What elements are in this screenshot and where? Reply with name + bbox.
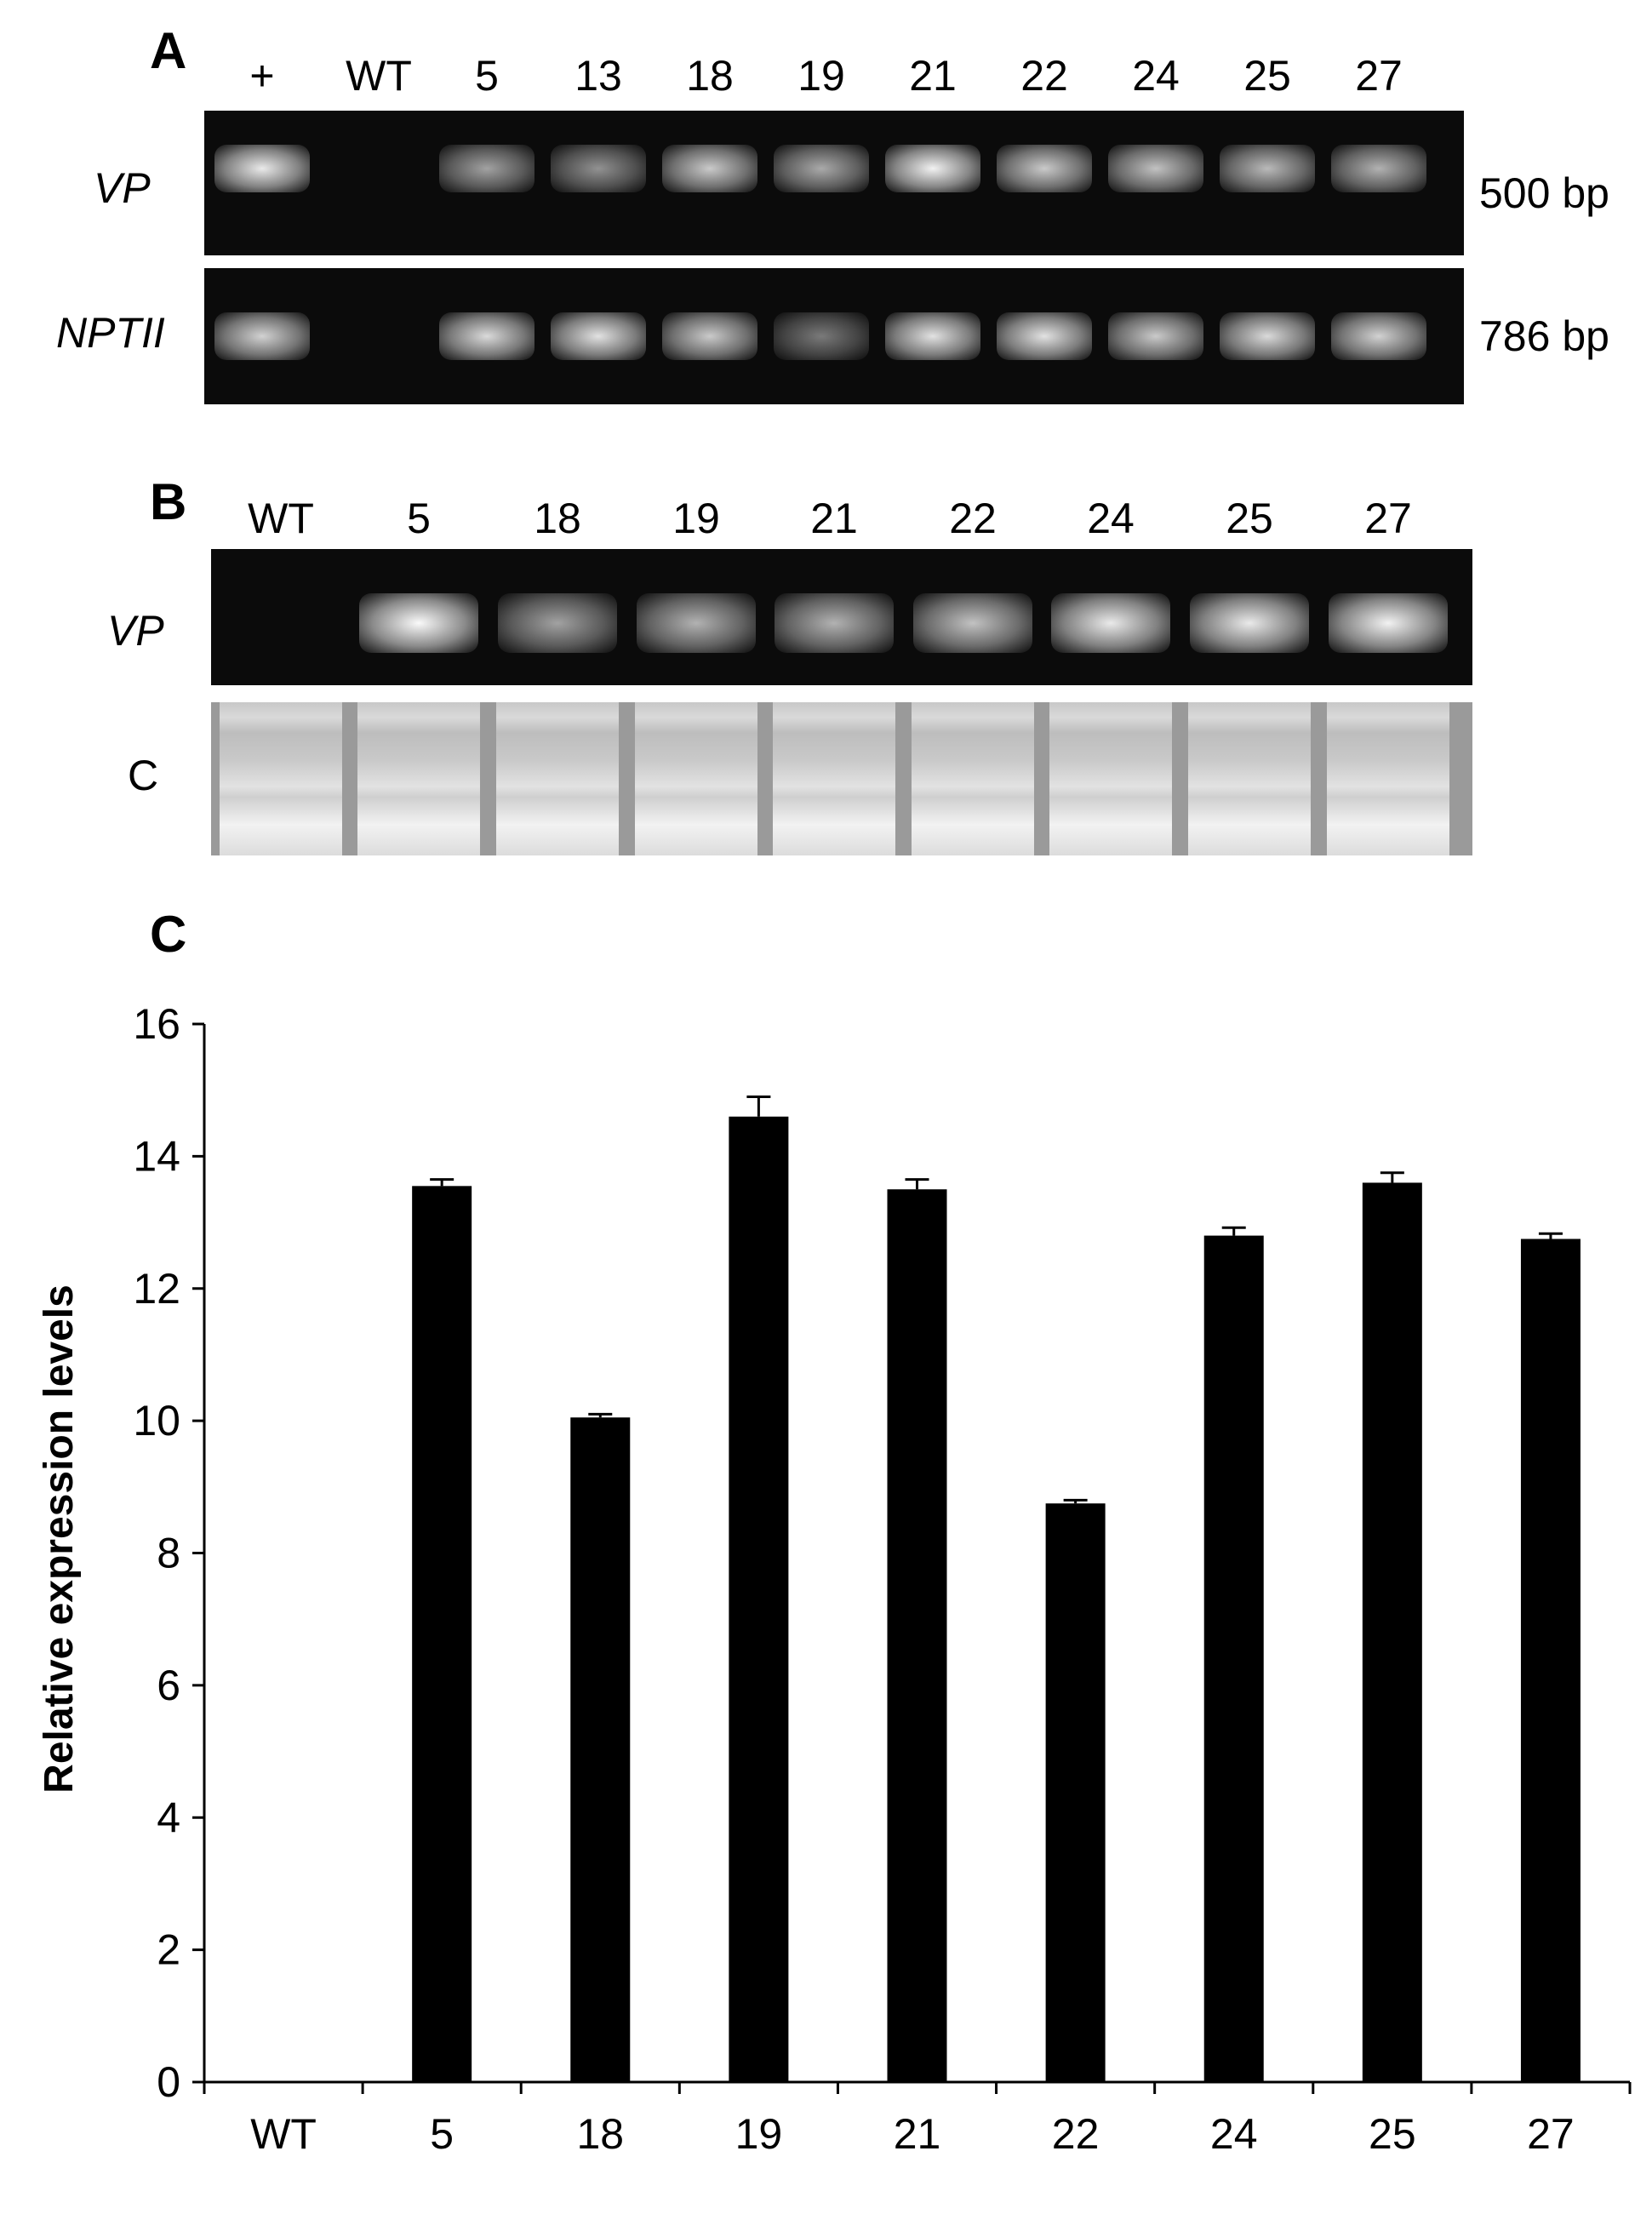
gel-band [1051,593,1170,653]
lane-label: 18 [534,495,581,542]
bar [1203,1235,1264,2082]
stain-lane [773,702,895,855]
lane-label: 22 [949,495,997,542]
gel-band [885,145,980,192]
y-tick-label: 14 [133,1132,180,1180]
lane-label: 19 [797,52,845,100]
bar [570,1417,631,2082]
lane-label: 25 [1226,495,1273,542]
gel-row-label-vp: VP [107,607,164,655]
stain-lane [357,702,480,855]
x-tick-label: 18 [576,2110,624,2158]
lane-label: 5 [475,52,499,100]
gel-row-label-c: C [128,752,159,799]
lane-label: 22 [1020,52,1068,100]
x-tick-label: 24 [1210,2110,1258,2158]
gel-band [997,312,1092,360]
bar [412,1186,472,2082]
gel-row-label-vp: VP [94,164,151,212]
gel-band [1331,145,1426,192]
stain-lane [220,702,342,855]
gel-band [1190,593,1309,653]
stain-lane [496,702,619,855]
y-tick-label: 0 [157,2058,180,2106]
lane-label: 5 [407,495,431,542]
gel-image-vp [211,549,1472,685]
gel-band [637,593,756,653]
gel-image-nptii [204,268,1464,404]
stain-lane [635,702,757,855]
x-tick-label: 21 [894,2110,941,2158]
x-tick-label: WT [250,2110,317,2158]
band-size-label: 786 bp [1479,312,1609,360]
gel-band [551,312,646,360]
gel-band [885,312,980,360]
gel-band [1220,145,1315,192]
panel-b-letter: B [150,473,187,530]
bar [729,1116,789,2082]
lane-label: + [249,52,275,100]
stain-lane [912,702,1034,855]
panel-c-letter: C [150,906,187,963]
y-axis-label: Relative expression levels [37,1284,82,1794]
gel-band [662,145,757,192]
gel-band [439,312,534,360]
y-tick-label: 8 [157,1530,180,1577]
x-tick-label: 5 [430,2110,454,2158]
gel-band [997,145,1092,192]
stain-lane [1327,702,1449,855]
bar [887,1189,947,2082]
x-tick-label: 22 [1052,2110,1100,2158]
lane-label: 19 [672,495,720,542]
gel-image-loading-control [211,702,1472,855]
gel-band [439,145,534,192]
y-tick-label: 4 [157,1794,180,1841]
gel-band [774,145,869,192]
stain-lane [1188,702,1311,855]
y-tick-label: 2 [157,1926,180,1974]
y-tick-label: 12 [133,1265,180,1313]
lane-label: 24 [1132,52,1180,100]
x-tick-label: 25 [1369,2110,1416,2158]
band-size-label: 500 bp [1479,169,1609,217]
lane-label: 27 [1355,52,1403,100]
gel-band [1108,312,1203,360]
lane-label: 18 [686,52,734,100]
lane-label: WT [346,52,412,100]
gel-band [214,312,310,360]
bar [1520,1239,1581,2082]
panel-a-letter: A [150,22,187,79]
lane-label: 25 [1243,52,1291,100]
lane-label: 24 [1087,495,1135,542]
gel-band [774,312,869,360]
lane-label: 21 [810,495,858,542]
lane-label: 21 [909,52,957,100]
bar [1045,1503,1106,2082]
gel-band [1220,312,1315,360]
gel-band [1331,312,1426,360]
gel-band [214,145,310,192]
gel-image-vp [204,111,1464,255]
gel-band [775,593,894,653]
y-tick-label: 16 [133,1000,180,1048]
gel-band [551,145,646,192]
gel-band [913,593,1032,653]
y-tick-label: 10 [133,1397,180,1445]
stain-lane [1049,702,1172,855]
x-tick-label: 27 [1527,2110,1575,2158]
gel-band [1108,145,1203,192]
x-tick-label: 19 [735,2110,783,2158]
lane-label: 13 [574,52,622,100]
lane-label: 27 [1364,495,1412,542]
gel-band [498,593,617,653]
gel-band [1329,593,1448,653]
lane-label: WT [248,495,314,542]
gel-band [359,593,478,653]
y-tick-label: 6 [157,1662,180,1709]
gel-row-label-nptii: NPTII [56,309,165,357]
bar [1362,1182,1422,2082]
gel-band [662,312,757,360]
